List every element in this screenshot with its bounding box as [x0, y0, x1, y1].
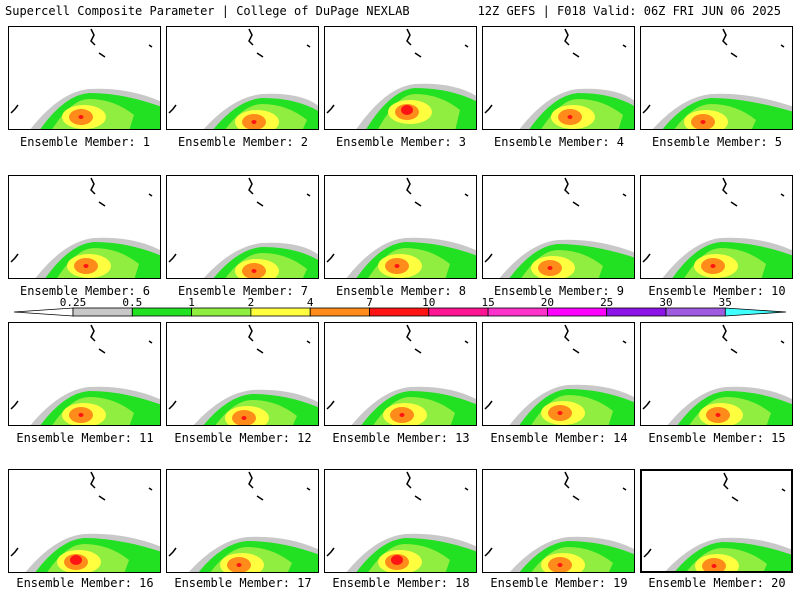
colorbar-legend: [13, 307, 787, 317]
member-caption-19: Ensemble Member: 19: [490, 576, 628, 590]
member-panel-15[interactable]: [640, 322, 793, 426]
colorbar-bin-1: [131, 307, 193, 317]
member-panel-17[interactable]: [166, 469, 319, 573]
scp-map: [10, 324, 160, 425]
member-caption-15: Ensemble Member: 15: [648, 431, 786, 445]
member-panel-18[interactable]: [324, 469, 477, 573]
colorbar-bin-6: [428, 307, 489, 317]
member-panel-2[interactable]: [166, 26, 319, 130]
colorbar-bin-5: [369, 307, 430, 317]
member-caption-5: Ensemble Member: 5: [651, 135, 783, 149]
scp-map: [10, 177, 160, 278]
member-caption-17: Ensemble Member: 17: [174, 576, 312, 590]
member-caption-16: Ensemble Member: 16: [16, 576, 154, 590]
member-panel-7[interactable]: [166, 175, 319, 279]
colorbar-tick-label: 35: [718, 296, 732, 309]
member-caption-14: Ensemble Member: 14: [490, 431, 628, 445]
member-caption-2: Ensemble Member: 2: [177, 135, 309, 149]
scp-map: [10, 28, 160, 129]
scp-map: [326, 471, 476, 572]
colorbar-bin-9: [606, 307, 667, 317]
member-caption-4: Ensemble Member: 4: [493, 135, 625, 149]
colorbar-tick-label: 0.5: [122, 296, 143, 309]
scp-map: [484, 28, 634, 129]
scp-map: [326, 28, 476, 129]
member-caption-9: Ensemble Member: 9: [493, 284, 625, 298]
member-panel-6[interactable]: [8, 175, 161, 279]
colorbar-tick-label: 2: [247, 296, 255, 309]
member-caption-3: Ensemble Member: 3: [335, 135, 467, 149]
colorbar-tick-label: 30: [659, 296, 673, 309]
member-caption-6: Ensemble Member: 6: [19, 284, 151, 298]
colorbar-tick-label: 0.25: [59, 296, 87, 309]
member-caption-1: Ensemble Member: 1: [19, 135, 151, 149]
member-panel-8[interactable]: [324, 175, 477, 279]
colorbar-tick-label: 7: [366, 296, 373, 309]
scp-map: [484, 177, 634, 278]
scp-map: [10, 471, 160, 572]
colorbar-bin-3: [250, 307, 311, 317]
colorbar-bin-2: [191, 307, 252, 317]
colorbar-bin-7: [487, 307, 548, 317]
member-panel-9[interactable]: [482, 175, 635, 279]
member-caption-11: Ensemble Member: 11: [16, 431, 154, 445]
scp-map: [168, 177, 318, 278]
colorbar-bin-8: [547, 307, 608, 317]
scp-map: [642, 28, 792, 129]
member-panel-16[interactable]: [8, 469, 161, 573]
member-panel-5[interactable]: [640, 26, 793, 130]
colorbar-tick-label: 10: [422, 296, 436, 309]
colorbar-tick-label: 15: [481, 296, 495, 309]
model-valid-time: 12Z GEFS | F018 Valid: 06Z FRI JUN 06 20…: [477, 4, 781, 18]
member-panel-13[interactable]: [324, 322, 477, 426]
colorbar-tick-label: 1: [188, 296, 195, 309]
scp-map: [168, 324, 318, 425]
scp-map: [484, 324, 634, 425]
member-caption-10: Ensemble Member: 10: [648, 284, 786, 298]
colorbar-tick-label: 20: [540, 296, 555, 309]
map-title: Supercell Composite Parameter | College …: [5, 4, 410, 18]
member-panel-20[interactable]: [640, 469, 793, 573]
member-caption-7: Ensemble Member: 7: [177, 284, 309, 298]
colorbar-bin-0: [72, 307, 133, 317]
member-caption-12: Ensemble Member: 12: [174, 431, 312, 445]
colorbar-underflow-arrow: [13, 307, 74, 317]
colorbar-tick-label: 4: [306, 296, 314, 309]
scp-map: [326, 324, 476, 425]
scp-map: [168, 471, 318, 572]
member-caption-20: Ensemble Member: 20: [648, 576, 786, 590]
member-panel-14[interactable]: [482, 322, 635, 426]
colorbar-overflow-arrow: [724, 307, 787, 317]
member-panel-11[interactable]: [8, 322, 161, 426]
member-panel-12[interactable]: [166, 322, 319, 426]
scp-map: [642, 324, 792, 425]
member-panel-10[interactable]: [640, 175, 793, 279]
scp-map: [168, 28, 318, 129]
colorbar-bin-10: [665, 307, 726, 317]
scp-map: [642, 177, 792, 278]
member-caption-13: Ensemble Member: 13: [332, 431, 470, 445]
scp-map: [643, 472, 791, 571]
member-panel-3[interactable]: [324, 26, 477, 130]
member-caption-18: Ensemble Member: 18: [332, 576, 470, 590]
scp-map: [484, 471, 634, 572]
colorbar-tick-label: 25: [600, 296, 614, 309]
member-panel-19[interactable]: [482, 469, 635, 573]
scp-map: [326, 177, 476, 278]
member-panel-1[interactable]: [8, 26, 161, 130]
member-caption-8: Ensemble Member: 8: [335, 284, 467, 298]
colorbar-bin-4: [309, 307, 370, 317]
member-panel-4[interactable]: [482, 26, 635, 130]
